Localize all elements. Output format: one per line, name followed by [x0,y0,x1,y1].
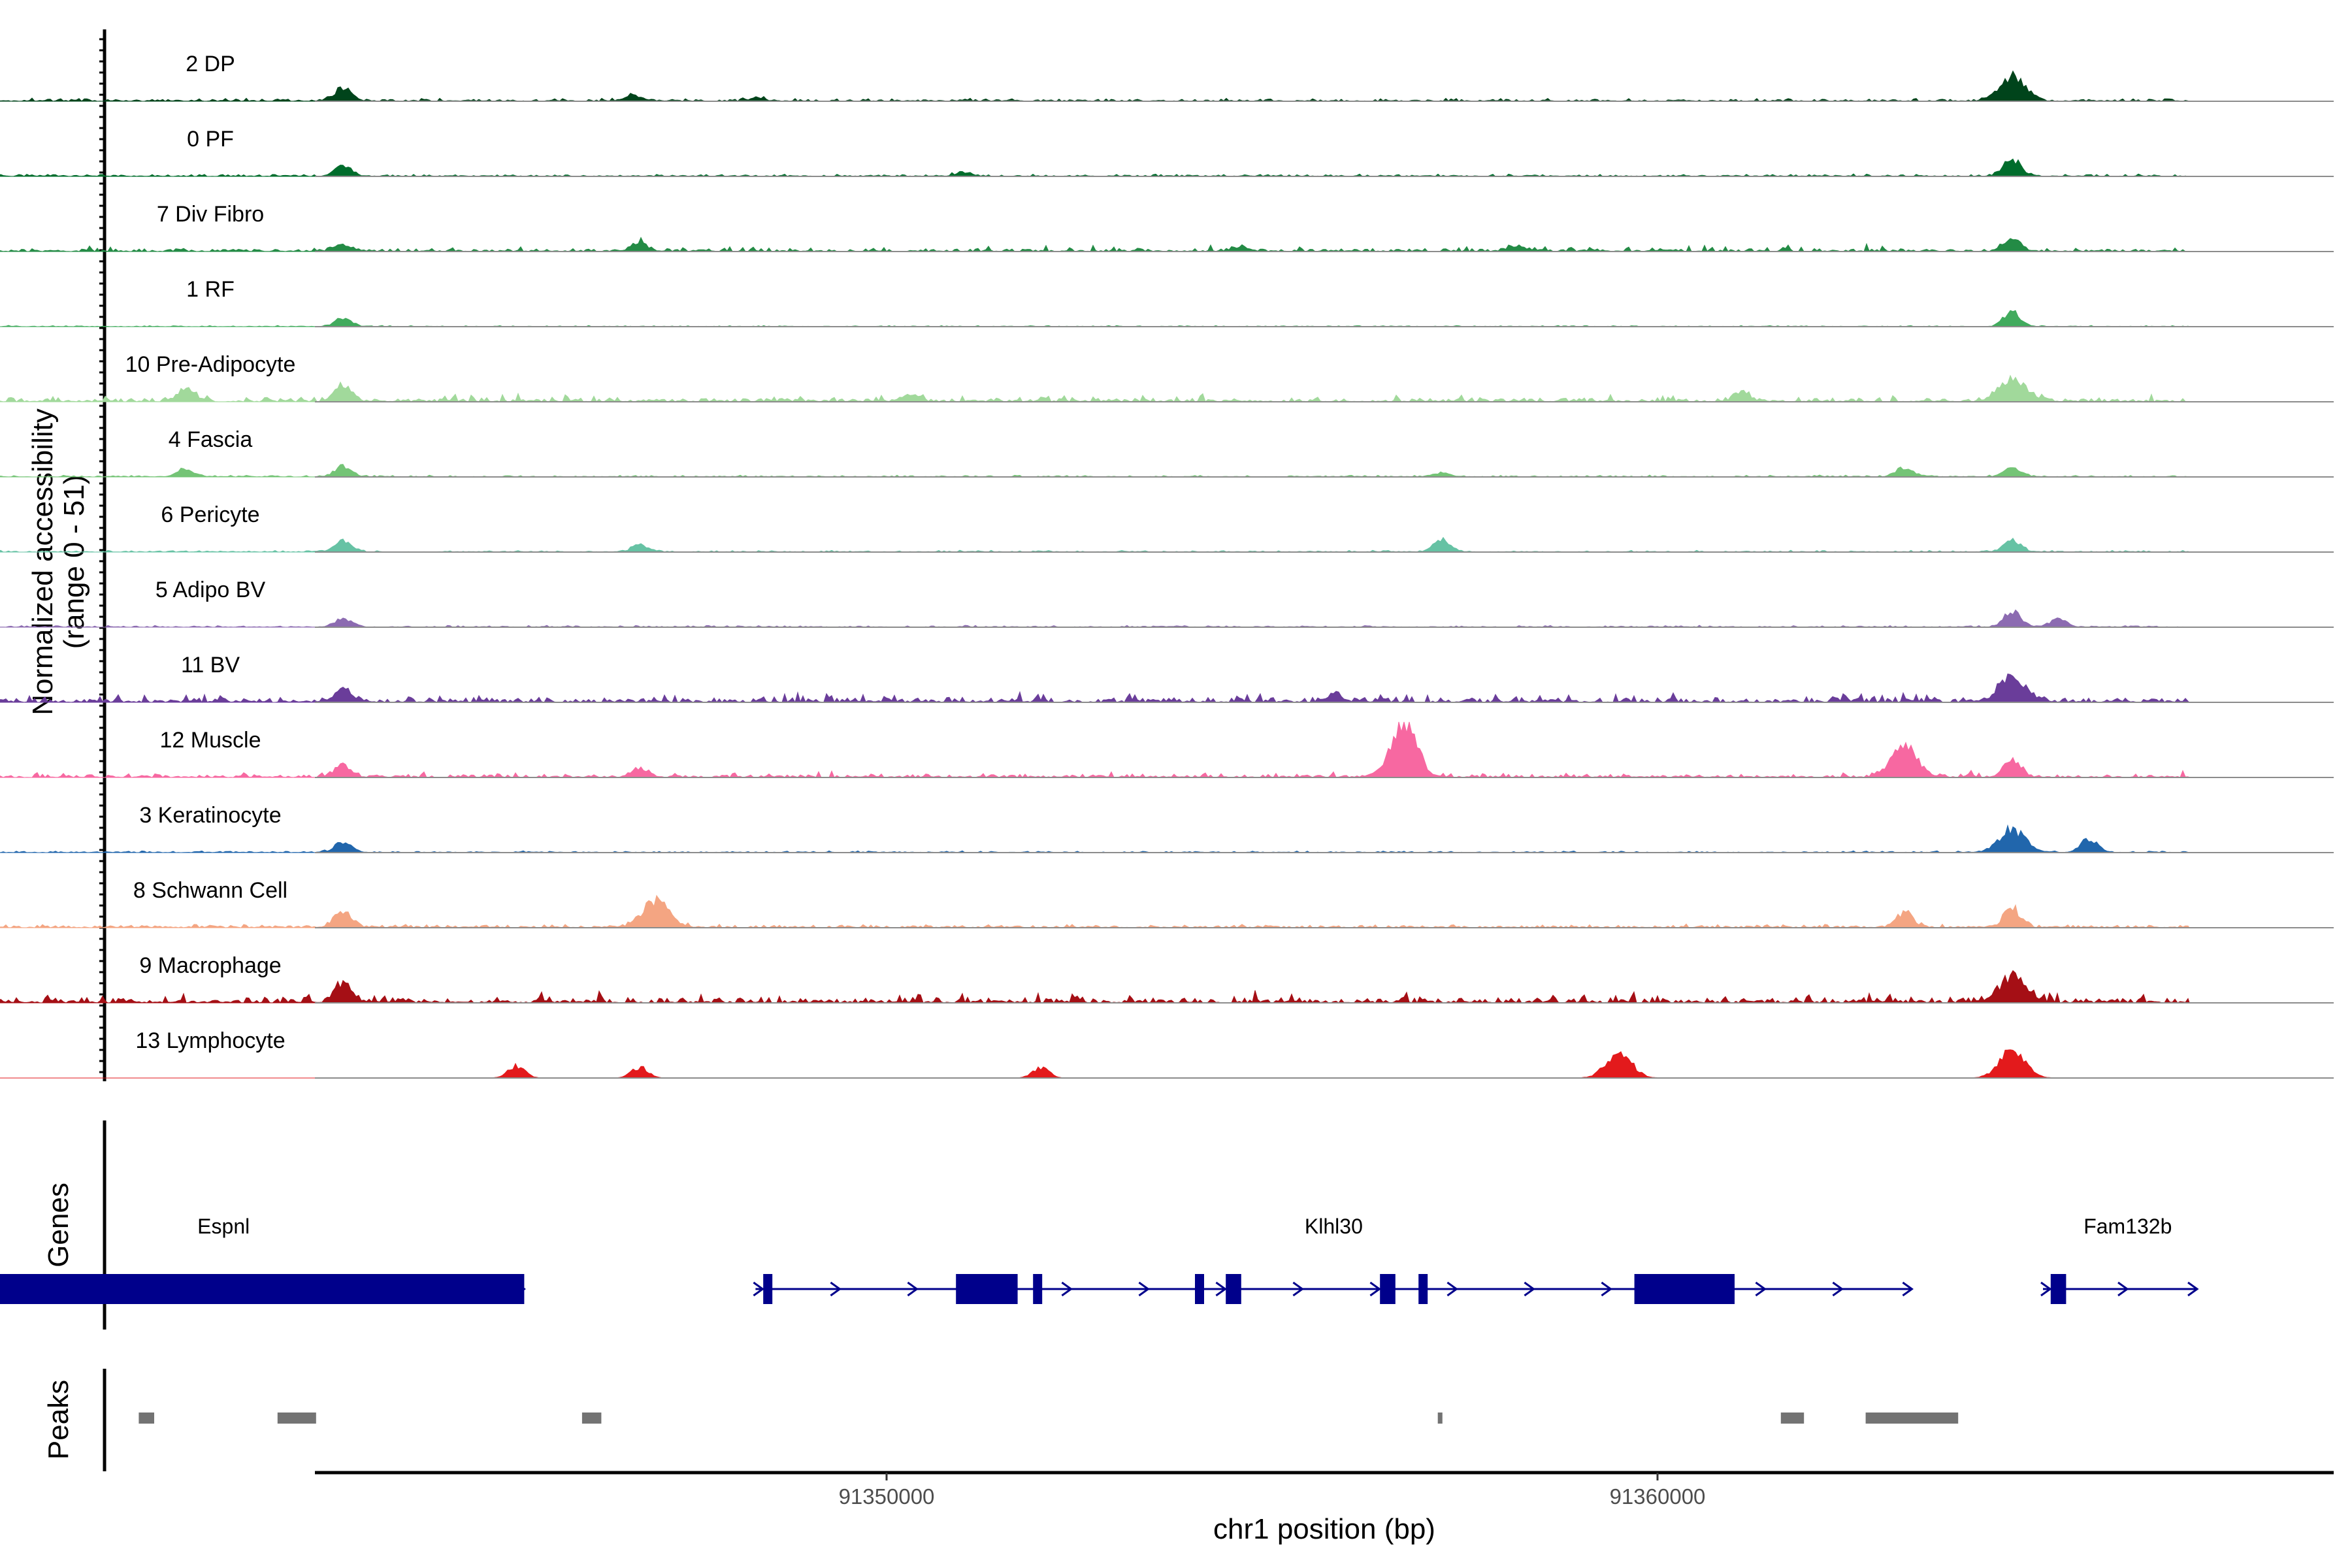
gene-exon [1195,1274,1204,1304]
peak-region [1780,1413,1805,1424]
coverage-area [0,70,2190,102]
track-6: 4 Fascia [0,427,2334,478]
peaks-panel-title: Peaks [42,1380,74,1460]
track-8: 5 Adipo BV [0,578,2334,628]
track-label: 12 Muscle [160,728,261,753]
track-label: 5 Adipo BV [155,578,266,602]
strand-arrow [1524,1281,1535,1297]
strand-arrow [2187,1281,2199,1297]
gene-exon [0,1274,525,1304]
strand-arrow [1061,1281,1073,1297]
strand-arrow [907,1281,919,1297]
peak-region [581,1413,602,1424]
track-label: 13 Lymphocyte [135,1028,285,1053]
track-label: 4 Fascia [169,427,253,452]
accessibility-tracks: 2 DP 0 PF 7 Div Fibro 1 RF 10 Pre-Adipocyte 4… [0,52,2334,1079]
strand-arrow [2040,1281,2052,1297]
track-label: 7 Div Fibro [157,202,264,227]
peak-region [139,1413,154,1424]
track-10: 12 Muscle [0,721,2334,778]
gene-exon [1380,1274,1396,1304]
y-axis-title-line1: Normalized accessibility [27,408,59,715]
track-11: 3 Keratinocyte [0,803,2334,853]
track-label: 6 Pericyte [161,502,259,527]
peak-region [1437,1413,1443,1424]
x-axis-title: chr1 position (bp) [1213,1513,1435,1545]
coverage-area [0,970,2190,1004]
strand-arrow [1446,1281,1458,1297]
track-label: 11 BV [181,653,240,678]
gene-exon [1418,1274,1428,1304]
strand-arrow [753,1281,764,1297]
track-3: 7 Div Fibro [0,202,2334,252]
strand-arrow [1138,1281,1150,1297]
coverage-area [0,374,2190,402]
strand-arrow [2117,1281,2129,1297]
track-14: 13 Lymphocyte [0,1028,2334,1079]
x-tick-label: 91350000 [839,1484,935,1509]
strand-arrow [1902,1281,1914,1297]
gene-espnl: Espnl [0,1215,526,1304]
track-label: 9 Macrophage [139,953,281,978]
strand-arrow [830,1281,841,1297]
strand-arrow [1215,1281,1227,1297]
track-12: 8 Schwann Cell [0,878,2334,928]
strand-arrow [1601,1281,1612,1297]
gene-exon [2050,1274,2066,1304]
track-1: 2 DP [0,52,2334,102]
gene-label: Klhl30 [1305,1215,1363,1238]
track-label: 0 PF [187,127,234,152]
track-4: 1 RF [0,277,2334,327]
strand-arrow [1369,1281,1381,1297]
gene-exon [1033,1274,1043,1304]
gene-klhl30: Klhl30 [753,1215,1914,1304]
gene-exon [763,1274,773,1304]
gene-exon [1226,1274,1241,1304]
track-13: 9 Macrophage [0,953,2334,1004]
accessibility-y-ticks [99,38,105,1073]
peak-track [139,1413,1959,1424]
x-tick-label: 91360000 [1610,1484,1706,1509]
track-label: 2 DP [186,52,235,76]
gene-annotation-track: Espnl Klhl30 Fam132b [0,1215,2199,1304]
track-label: 8 Schwann Cell [133,878,287,903]
peak-region [277,1413,316,1424]
gene-exon [1634,1274,1735,1304]
strand-arrow [1755,1281,1767,1297]
track-5: 10 Pre-Adipocyte [0,352,2334,402]
peak-region [1865,1413,1959,1424]
gene-label: Espnl [197,1215,250,1238]
track-9: 11 BV [0,653,2334,704]
y-axis-title-line2: (range 0 - 51) [58,475,90,649]
gene-exon [956,1274,1018,1304]
track-label: 1 RF [186,277,235,302]
track-label: 3 Keratinocyte [139,803,281,828]
strand-arrow [1832,1281,1844,1297]
coverage-area [0,673,2191,704]
x-axis-ticks: 91350000 91360000 [839,1473,1706,1509]
track-2: 0 PF [0,127,2334,177]
genes-panel-title: Genes [42,1183,74,1267]
track-label: 10 Pre-Adipocyte [125,352,296,377]
gene-fam132b: Fam132b [2040,1215,2199,1304]
gene-label: Fam132b [2083,1215,2172,1238]
strand-arrow [1292,1281,1304,1297]
track-7: 6 Pericyte [0,502,2334,553]
